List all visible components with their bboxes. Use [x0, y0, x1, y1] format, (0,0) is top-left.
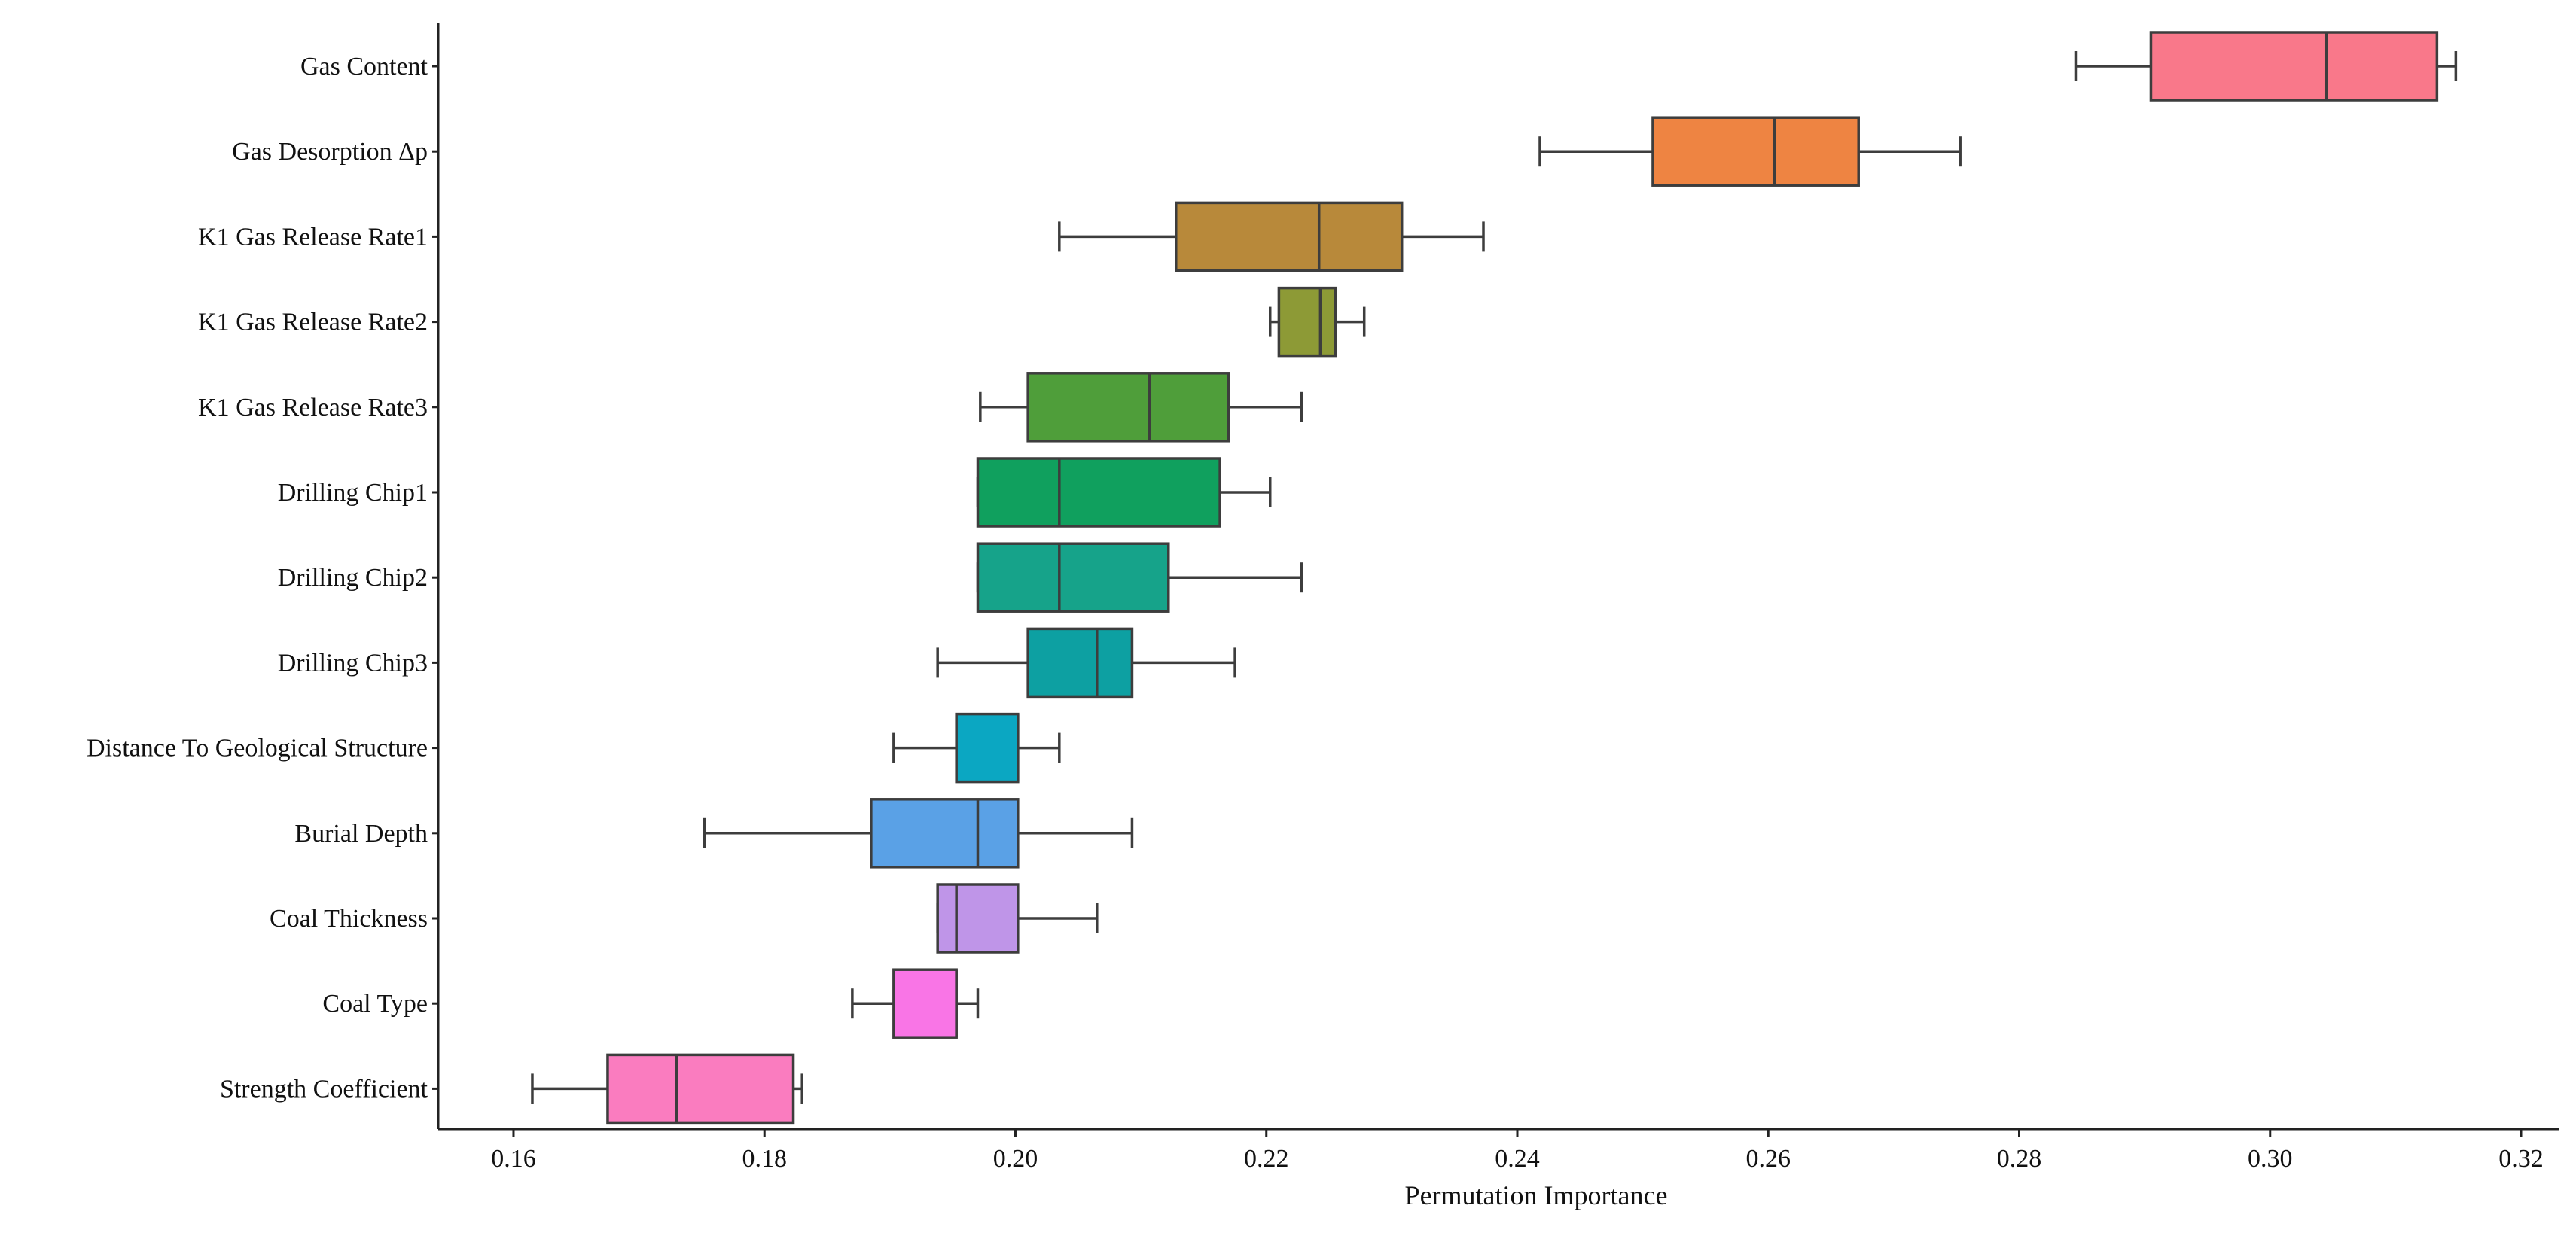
box-k1-gas-release-rate2 — [1268, 286, 1366, 358]
iqr-box — [892, 968, 958, 1039]
x-axis-ticks: 0.16 0.18 0.20 0.22 0.24 0.26 0.28 0.30 0.32 — [491, 1129, 2544, 1173]
iqr-box — [1651, 116, 1860, 187]
category-label-k1-gas-release-rate1: K1 Gas Release Rate1 — [198, 223, 428, 251]
iqr-box — [936, 883, 1020, 954]
category-labels: Gas Content Gas Desorption Δp K1 Gas Relea… — [87, 53, 438, 1103]
x-tick-label: 0.18 — [742, 1145, 787, 1173]
box-k1-gas-release-rate3 — [979, 372, 1303, 443]
iqr-box — [1026, 627, 1134, 699]
iqr-box — [955, 712, 1020, 784]
iqr-box — [1175, 201, 1404, 272]
category-label-coal-thickness: Coal Thickness — [270, 905, 428, 933]
box-drilling-chip2 — [976, 542, 1303, 613]
x-tick-label: 0.16 — [491, 1145, 536, 1173]
category-label-drilling-chip1: Drilling Chip1 — [278, 479, 428, 507]
box-coal-thickness — [936, 883, 1099, 954]
category-label-gas-desorption-p: Gas Desorption Δp — [232, 138, 428, 166]
box-gas-desorption-p — [1538, 116, 1962, 187]
box-distance-to-geological-structure — [892, 712, 1061, 784]
box-drilling-chip1 — [976, 457, 1272, 528]
box-gas-content — [2074, 31, 2458, 102]
x-tick-label: 0.32 — [2498, 1145, 2544, 1173]
category-label-k1-gas-release-rate2: K1 Gas Release Rate2 — [198, 309, 428, 336]
iqr-box — [2149, 31, 2439, 102]
iqr-box — [1026, 372, 1230, 443]
iqr-box — [1277, 286, 1337, 358]
x-tick-label: 0.22 — [1244, 1145, 1289, 1173]
category-label-drilling-chip2: Drilling Chip2 — [278, 564, 428, 592]
iqr-box — [606, 1053, 795, 1125]
box-coal-type — [851, 968, 980, 1039]
boxes-layer — [531, 31, 2458, 1125]
x-tick-label: 0.28 — [1997, 1145, 2042, 1173]
x-tick-label: 0.20 — [993, 1145, 1038, 1173]
box-drilling-chip3 — [936, 627, 1236, 699]
category-label-coal-type: Coal Type — [322, 990, 428, 1018]
iqr-box — [976, 542, 1170, 613]
x-tick-label: 0.24 — [1495, 1145, 1540, 1173]
box-strength-coefficient — [531, 1053, 803, 1125]
category-label-burial-depth: Burial Depth — [294, 820, 428, 848]
x-axis-title: Permutation Importance — [1405, 1180, 1668, 1210]
category-label-k1-gas-release-rate3: K1 Gas Release Rate3 — [198, 394, 428, 422]
x-tick-label: 0.30 — [2248, 1145, 2293, 1173]
iqr-box — [870, 798, 1020, 869]
category-label-gas-content: Gas Content — [300, 53, 428, 81]
category-label-drilling-chip3: Drilling Chip3 — [278, 649, 428, 677]
box-burial-depth — [703, 798, 1134, 869]
category-label-distance-to-geological-structure: Distance To Geological Structure — [87, 735, 428, 763]
box-k1-gas-release-rate1 — [1058, 201, 1485, 272]
x-tick-label: 0.26 — [1745, 1145, 1791, 1173]
category-label-strength-coefficient: Strength Coefficient — [220, 1075, 428, 1103]
iqr-box — [976, 457, 1221, 528]
